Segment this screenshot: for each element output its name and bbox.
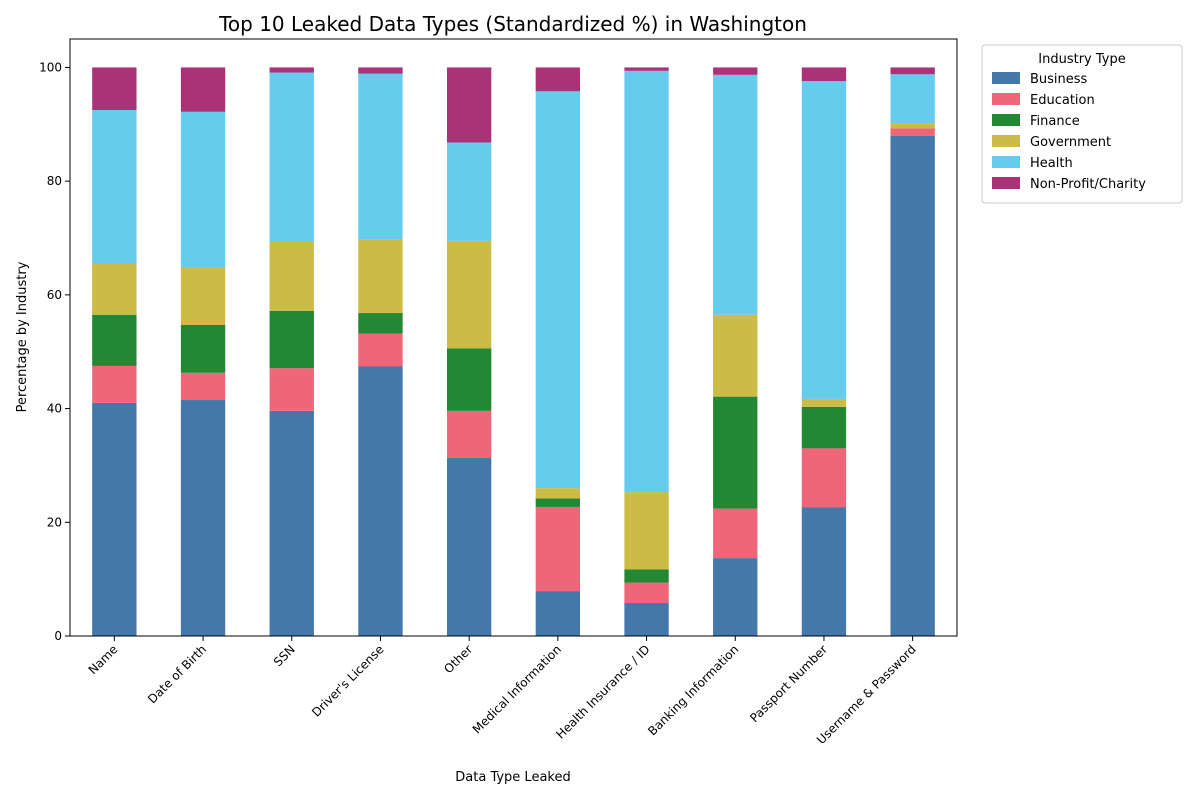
bar-segment xyxy=(358,366,403,636)
y-tick-label: 20 xyxy=(47,515,62,529)
bar-segment xyxy=(801,448,847,508)
bar-segment xyxy=(713,314,758,397)
bar-segment xyxy=(180,324,226,373)
bar-segment xyxy=(269,410,314,636)
y-axis-label: Percentage by Industry xyxy=(15,261,30,412)
bar-segment xyxy=(446,348,492,411)
bar-segment xyxy=(358,333,403,367)
bar-segment xyxy=(801,406,847,449)
bar-segment xyxy=(535,67,581,92)
bar-segment xyxy=(180,111,226,268)
bar-segment xyxy=(92,67,137,111)
legend-swatch xyxy=(992,156,1020,168)
x-axis-label: Data Type Leaked xyxy=(455,770,570,785)
bar-segment xyxy=(358,67,403,74)
bar-segment xyxy=(535,498,581,507)
y-tick-label: 60 xyxy=(47,288,62,302)
y-axis: 0 20 40 60 80 100 xyxy=(39,60,70,643)
bar-segment xyxy=(624,67,669,71)
bar-segment xyxy=(713,67,758,75)
x-tick-label: Banking Information xyxy=(645,642,741,738)
bar-segment xyxy=(624,603,669,636)
bar-segment xyxy=(180,372,226,401)
bar-segment xyxy=(713,558,758,636)
bar-segment xyxy=(535,591,581,636)
bar-segment xyxy=(180,267,226,325)
bar-segment xyxy=(890,128,935,136)
bar-segment xyxy=(535,506,581,592)
y-tick-label: 0 xyxy=(54,629,62,643)
legend-label: Education xyxy=(1030,93,1095,108)
x-tick-label: Other xyxy=(441,642,475,676)
bar-segment xyxy=(446,240,492,349)
y-tick-label: 40 xyxy=(47,402,62,416)
legend-label: Finance xyxy=(1030,114,1080,129)
x-tick-label: Medical Information xyxy=(470,642,564,736)
bar-segment xyxy=(801,81,847,399)
bar-segment xyxy=(624,582,669,604)
x-tick-label: Date of Birth xyxy=(145,642,209,706)
bar-segment xyxy=(92,263,137,315)
legend-label: Non-Profit/Charity xyxy=(1030,177,1146,192)
bar-segment xyxy=(180,67,226,112)
bar-segment xyxy=(269,67,314,73)
x-tick-label: Username & Password xyxy=(814,642,919,747)
legend-label: Business xyxy=(1030,72,1088,87)
bar-segment xyxy=(624,569,669,583)
bar-segment xyxy=(446,67,492,143)
bar-segment xyxy=(269,368,314,411)
bar-segment xyxy=(890,135,935,636)
bar-segment xyxy=(713,74,758,315)
bar-segment xyxy=(801,507,847,636)
bar-segment xyxy=(446,410,492,459)
bar-segment xyxy=(535,91,581,489)
x-tick-label: Passport Number xyxy=(747,642,830,725)
bar-segment xyxy=(446,142,492,241)
bar-segment xyxy=(92,402,137,636)
x-tick-label: Health Insurance / ID xyxy=(553,642,652,741)
x-axis: Name Date of Birth SSN Driver's License Othe… xyxy=(86,636,919,747)
bar-segment xyxy=(801,67,847,82)
bar-segment xyxy=(890,123,935,129)
bar-segment xyxy=(446,458,492,636)
bar-segment xyxy=(358,313,403,334)
bar-segment xyxy=(890,67,935,75)
legend-swatch xyxy=(992,93,1020,105)
x-tick-label: Name xyxy=(86,642,121,677)
chart-title: Top 10 Leaked Data Types (Standardized %… xyxy=(218,12,807,36)
legend-frame xyxy=(981,44,1183,204)
bar-segment xyxy=(801,398,847,407)
legend-swatch xyxy=(992,135,1020,147)
x-tick-label: SSN xyxy=(271,642,298,669)
legend-label: Health xyxy=(1030,156,1073,171)
legend-swatch xyxy=(992,177,1020,189)
bar-segment xyxy=(92,110,137,264)
bar-segment xyxy=(535,488,581,499)
legend-swatch xyxy=(992,72,1020,84)
bar-segment xyxy=(358,239,403,314)
bar-segment xyxy=(269,72,314,242)
plot-frame xyxy=(69,38,958,637)
bar-segment xyxy=(624,492,669,570)
bar-segment xyxy=(713,508,758,559)
bar-segment xyxy=(269,310,314,369)
bar-segment xyxy=(890,74,935,124)
legend-items: Business Education Finance Government Health… xyxy=(992,72,1146,192)
bar-segment xyxy=(269,241,314,311)
bar-segment xyxy=(92,314,137,366)
y-tick-label: 80 xyxy=(47,174,62,188)
y-tick-label: 100 xyxy=(39,60,62,74)
legend-label: Government xyxy=(1030,135,1111,150)
bar-segment xyxy=(624,70,669,493)
bar-segment xyxy=(713,396,758,509)
legend-swatch xyxy=(992,114,1020,126)
legend-title: Industry Type xyxy=(1038,52,1125,67)
x-tick-label: Driver's License xyxy=(309,642,386,719)
bar-segment xyxy=(180,400,226,636)
bar-segment xyxy=(358,73,403,240)
bars-layer xyxy=(92,67,935,636)
bar-segment xyxy=(92,365,137,403)
legend: Industry Type Business Education Finance Go… xyxy=(981,44,1183,204)
